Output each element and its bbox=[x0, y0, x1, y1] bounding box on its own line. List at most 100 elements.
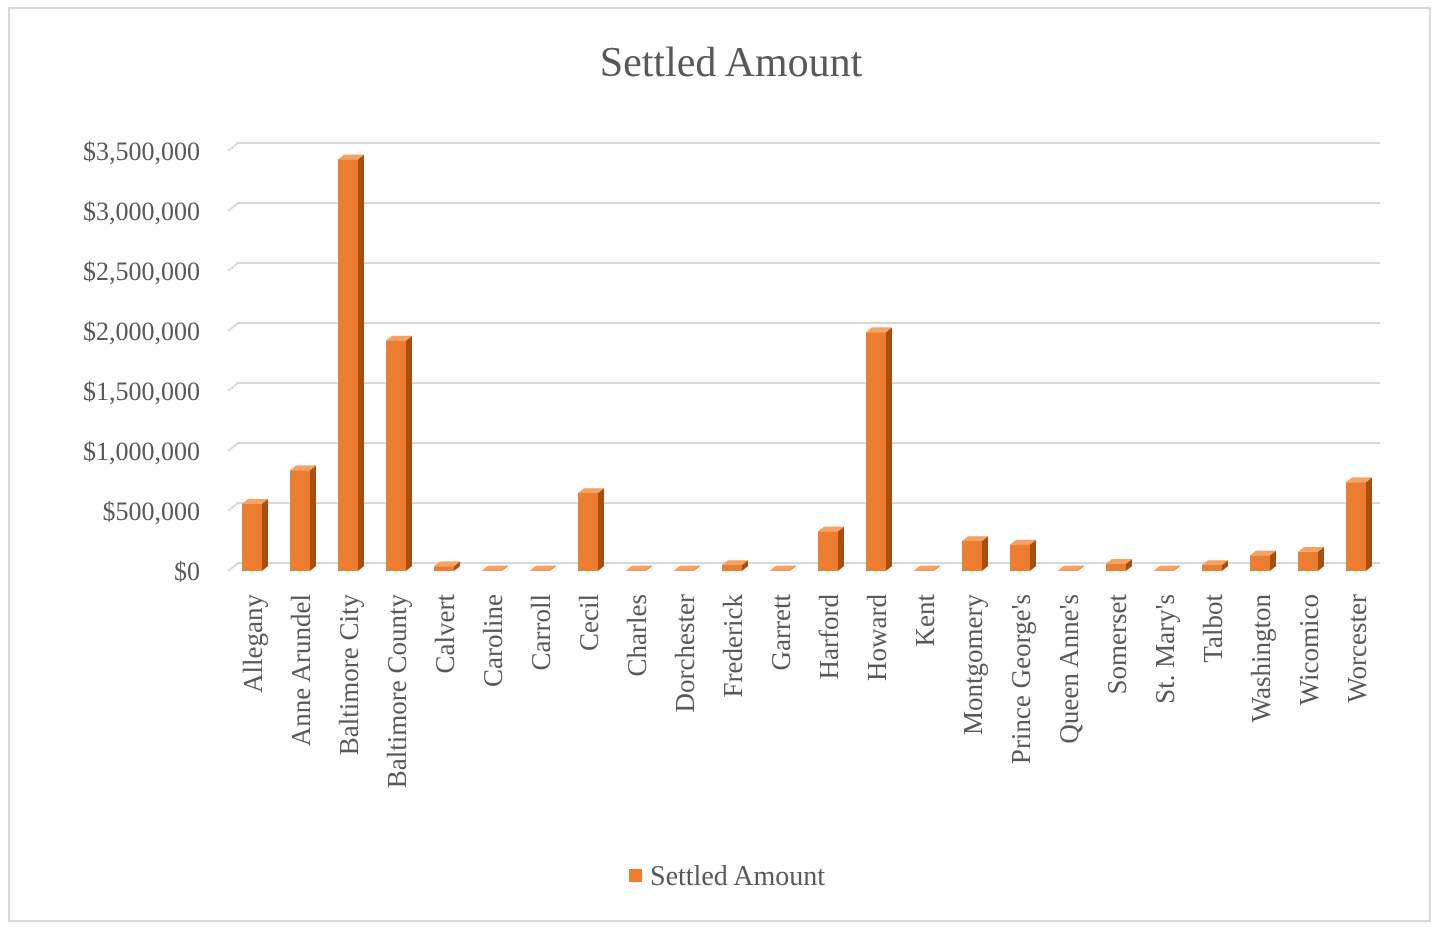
bar-front bbox=[1154, 570, 1174, 571]
chart-title: Settled Amount bbox=[600, 40, 863, 86]
x-tick-label: Somerset bbox=[1102, 594, 1132, 695]
bar-top bbox=[626, 565, 652, 571]
gridline bbox=[227, 202, 1380, 212]
bar-side bbox=[886, 327, 892, 571]
bar-top bbox=[482, 565, 508, 571]
x-tick-label: Wicomico bbox=[1294, 594, 1324, 705]
bar-side bbox=[454, 561, 460, 571]
x-tick-label: Frederick bbox=[718, 594, 748, 698]
x-tick-label: Cecil bbox=[574, 594, 604, 651]
bar-front bbox=[1346, 482, 1366, 571]
bar-side bbox=[790, 565, 796, 571]
bar bbox=[818, 526, 844, 571]
bar bbox=[338, 154, 364, 571]
bar bbox=[578, 488, 604, 571]
bar-side bbox=[358, 154, 364, 571]
y-tick-label: $1,500,000 bbox=[83, 377, 200, 406]
bar-side bbox=[310, 465, 316, 571]
bar bbox=[1202, 560, 1228, 571]
bar bbox=[1346, 477, 1372, 571]
bar-top bbox=[866, 327, 892, 333]
bar bbox=[386, 335, 412, 571]
bar bbox=[914, 565, 940, 571]
bar-side bbox=[694, 565, 700, 571]
x-tick-label: Worcester bbox=[1342, 594, 1372, 703]
x-tick-label: Prince George's bbox=[1006, 594, 1036, 764]
bar-front bbox=[914, 570, 934, 571]
bar-front bbox=[722, 565, 742, 571]
bar bbox=[626, 565, 652, 571]
x-tick-label: Anne Arundel bbox=[286, 594, 316, 746]
bar-top bbox=[578, 488, 604, 493]
x-tick-label: St. Mary's bbox=[1150, 594, 1180, 704]
bar-front bbox=[482, 570, 502, 571]
gridline bbox=[227, 322, 1380, 332]
bar bbox=[1250, 550, 1276, 571]
bar-top bbox=[290, 465, 316, 471]
bar-front bbox=[770, 570, 790, 571]
bar-side bbox=[262, 499, 268, 571]
gridline bbox=[227, 442, 1380, 452]
bar-front bbox=[1058, 570, 1078, 571]
gridline bbox=[227, 382, 1380, 392]
bar bbox=[1298, 547, 1324, 571]
x-tick-label: Talbot bbox=[1198, 594, 1228, 663]
x-tick-label: Washington bbox=[1246, 594, 1276, 723]
bar bbox=[1154, 565, 1180, 571]
x-tick-label: Baltimore City bbox=[334, 594, 364, 756]
bar-front bbox=[674, 570, 694, 571]
bar bbox=[482, 565, 508, 571]
x-tick-label: Carroll bbox=[526, 594, 556, 670]
bar-side bbox=[598, 488, 604, 571]
x-tick-label: Caroline bbox=[478, 594, 508, 687]
x-tick-label: Baltimore County bbox=[382, 594, 412, 789]
gridline bbox=[227, 562, 1380, 572]
x-axis: Allegany Anne Arundel Baltimore City Baltim… bbox=[238, 594, 1372, 789]
bar-top bbox=[1010, 539, 1036, 545]
legend-swatch bbox=[629, 869, 642, 882]
bar-top bbox=[338, 154, 364, 160]
bar-top bbox=[242, 499, 268, 504]
legend-label: Settled Amount bbox=[650, 861, 825, 892]
bar-front bbox=[530, 570, 550, 571]
bar-side bbox=[550, 565, 556, 571]
bar-top bbox=[1202, 560, 1228, 565]
bar-front bbox=[434, 566, 454, 571]
y-axis: $0 $500,000 $1,000,000 $1,500,000 $2,000,000… bbox=[83, 137, 200, 586]
x-tick-label: Montgomery bbox=[958, 594, 988, 735]
x-tick-label: Garrett bbox=[766, 594, 796, 671]
bar-side bbox=[406, 335, 412, 571]
bar-front bbox=[242, 503, 262, 571]
x-tick-label: Harford bbox=[814, 594, 844, 680]
bar-top bbox=[386, 335, 412, 341]
x-tick-label: Queen Anne's bbox=[1054, 594, 1084, 744]
bar-front bbox=[578, 493, 598, 571]
bar-front bbox=[1010, 544, 1030, 571]
bar bbox=[722, 560, 748, 571]
bar-side bbox=[1030, 539, 1036, 571]
bar-front bbox=[626, 570, 646, 571]
bar bbox=[434, 561, 460, 571]
bar-side bbox=[1270, 550, 1276, 571]
bar-front bbox=[386, 340, 406, 571]
bar bbox=[674, 565, 700, 571]
x-tick-label: Calvert bbox=[430, 594, 460, 674]
bar-top bbox=[1058, 565, 1084, 571]
bar bbox=[242, 499, 268, 571]
bar-top bbox=[722, 560, 748, 565]
bar bbox=[770, 565, 796, 571]
y-tick-label: $2,000,000 bbox=[83, 317, 200, 346]
bar-top bbox=[1154, 565, 1180, 571]
bar bbox=[962, 536, 988, 571]
y-tick-label: $2,500,000 bbox=[83, 257, 200, 286]
gridline bbox=[227, 502, 1380, 512]
y-tick-label: $3,500,000 bbox=[83, 137, 200, 166]
bar-side bbox=[1174, 565, 1180, 571]
gridlines bbox=[227, 142, 1380, 572]
bar-side bbox=[1318, 547, 1324, 571]
bar-top bbox=[962, 536, 988, 541]
bar-side bbox=[742, 560, 748, 571]
bar-front bbox=[1106, 563, 1126, 571]
y-tick-label: $1,000,000 bbox=[83, 437, 200, 466]
